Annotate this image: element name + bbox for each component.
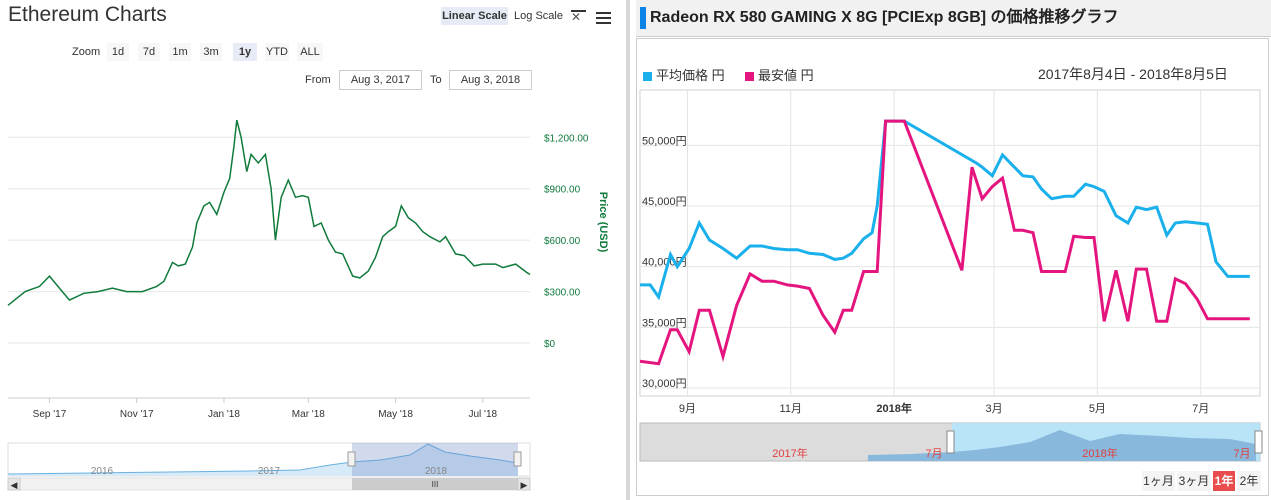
gpu-navigator-label: 2018年 <box>1082 446 1117 460</box>
navigator-line <box>7 443 519 475</box>
navigator-selection[interactable] <box>352 443 518 476</box>
zoom-button-ytd[interactable]: YTD <box>265 43 289 61</box>
linear-scale-button[interactable]: Linear Scale <box>441 7 508 25</box>
range-button-1[interactable]: 3ヶ月 <box>1177 471 1211 491</box>
gpu-navigator-label: 7月 <box>1233 448 1250 460</box>
arrow-right-icon: ▶ <box>521 480 528 490</box>
x-tick-label: Sep '17 <box>33 409 67 420</box>
y-tick-label: $600.00 <box>544 236 581 247</box>
gpu-chart-titlebar <box>636 0 1271 37</box>
x-tick-label: Mar '18 <box>292 409 325 420</box>
arrow-left-icon: ◀ <box>11 480 18 490</box>
min-price-line <box>639 119 1250 366</box>
x-tick-label: May '18 <box>378 409 413 420</box>
x-tick-label: Jul '18 <box>469 409 498 420</box>
zoom-button-1m[interactable]: 1m <box>169 43 191 61</box>
ethereum-chart-panel: Ethereum Charts Linear Scale Log Scale ✕… <box>0 0 611 500</box>
to-date-input[interactable]: Aug 3, 2018 <box>449 70 532 90</box>
navigator-handle-left[interactable] <box>347 451 356 467</box>
scrollbar-thumb[interactable] <box>352 478 518 490</box>
price-series-line <box>7 119 531 306</box>
x-tick-label: 3月 <box>985 403 1002 415</box>
y-tick-label: $900.00 <box>544 185 581 196</box>
navigator-area <box>8 444 518 476</box>
gpu-chart-frame <box>636 38 1269 496</box>
zoom-button-7d[interactable]: 7d <box>138 43 160 61</box>
gpu-navigator-label: 2017年 <box>772 446 807 460</box>
zoom-button-1d[interactable]: 1d <box>107 43 129 61</box>
legend-label: 平均価格 円 <box>656 68 725 83</box>
y-tick-label: $0 <box>544 339 556 350</box>
x-tick-label: Nov '17 <box>120 409 154 420</box>
y-tick-label: $1,200.00 <box>544 133 589 144</box>
navigator-year-label: 2018 <box>425 466 448 477</box>
zoom-button-all[interactable]: ALL <box>297 43 323 61</box>
navigator-handle-right[interactable] <box>513 451 522 467</box>
y-tick-label: 30,000円 <box>642 378 687 390</box>
avg-price-line <box>640 119 1250 301</box>
x-tick-label: 5月 <box>1089 403 1106 415</box>
legend-swatch <box>745 72 754 82</box>
scroll-left-button[interactable] <box>7 477 21 491</box>
x-tick-label: Jan '18 <box>208 409 240 420</box>
legend-label: 最安値 円 <box>758 68 814 83</box>
zoom-label: Zoom <box>72 46 101 58</box>
zoom-button-3m[interactable]: 3m <box>200 43 222 61</box>
gpu-navigator-label: 7月 <box>925 448 942 460</box>
log-scale-button[interactable]: Log Scale <box>511 7 566 25</box>
to-label: To <box>430 74 442 86</box>
gpu-chart-title: Radeon RX 580 GAMING X 8G [PCIExp 8GB] の… <box>650 9 1119 26</box>
gpu-navigator-handle-right[interactable] <box>1254 430 1263 454</box>
gpu-navigator-handle-left[interactable] <box>946 430 955 454</box>
y-axis-label: Price (USD) <box>597 192 609 253</box>
legend-min[interactable]: 最安値 円 <box>745 65 814 84</box>
range-button-3[interactable]: 2年 <box>1237 471 1261 491</box>
navigator-year-label: 2017 <box>258 466 281 477</box>
x-tick-label: 9月 <box>679 403 696 415</box>
legend-avg[interactable]: 平均価格 円 <box>643 65 725 84</box>
ethereum-chart-svg: $0 $300.00 $600.00 $900.00 $1,200.00 Price (… <box>7 119 609 491</box>
scroll-right-button[interactable] <box>517 477 531 491</box>
y-tick-label: $300.00 <box>544 288 581 299</box>
title-accent <box>640 7 646 29</box>
scrollbar-grip: III <box>432 480 439 489</box>
range-button-0[interactable]: 1ヶ月 <box>1142 471 1175 491</box>
panel-divider <box>626 0 630 500</box>
y-tick-label: 45,000円 <box>642 196 687 208</box>
x-tick-label: 7月 <box>1192 403 1209 415</box>
menu-icon[interactable] <box>596 12 611 24</box>
from-date-input[interactable]: Aug 3, 2017 <box>339 70 422 90</box>
plot-border <box>639 89 1261 397</box>
navigator-year-label: 2016 <box>91 466 114 477</box>
from-label: From <box>305 74 331 86</box>
legend-swatch <box>643 72 652 82</box>
y-tick-label: 35,000円 <box>642 317 687 329</box>
x-tick-label: 11月 <box>780 403 802 415</box>
gpu-navigator-area <box>868 430 1256 461</box>
y-tick-label: 50,000円 <box>642 135 687 147</box>
zoom-button-1y[interactable]: 1y <box>233 43 257 61</box>
x-tick-label: 2018年 <box>876 401 911 415</box>
close-icon[interactable]: ✕ <box>571 10 586 24</box>
range-button-2[interactable]: 1年 <box>1213 471 1235 491</box>
date-range-label: 2017年8月4日 - 2018年8月5日 <box>1038 66 1228 82</box>
chart-title: Ethereum Charts <box>8 3 167 26</box>
